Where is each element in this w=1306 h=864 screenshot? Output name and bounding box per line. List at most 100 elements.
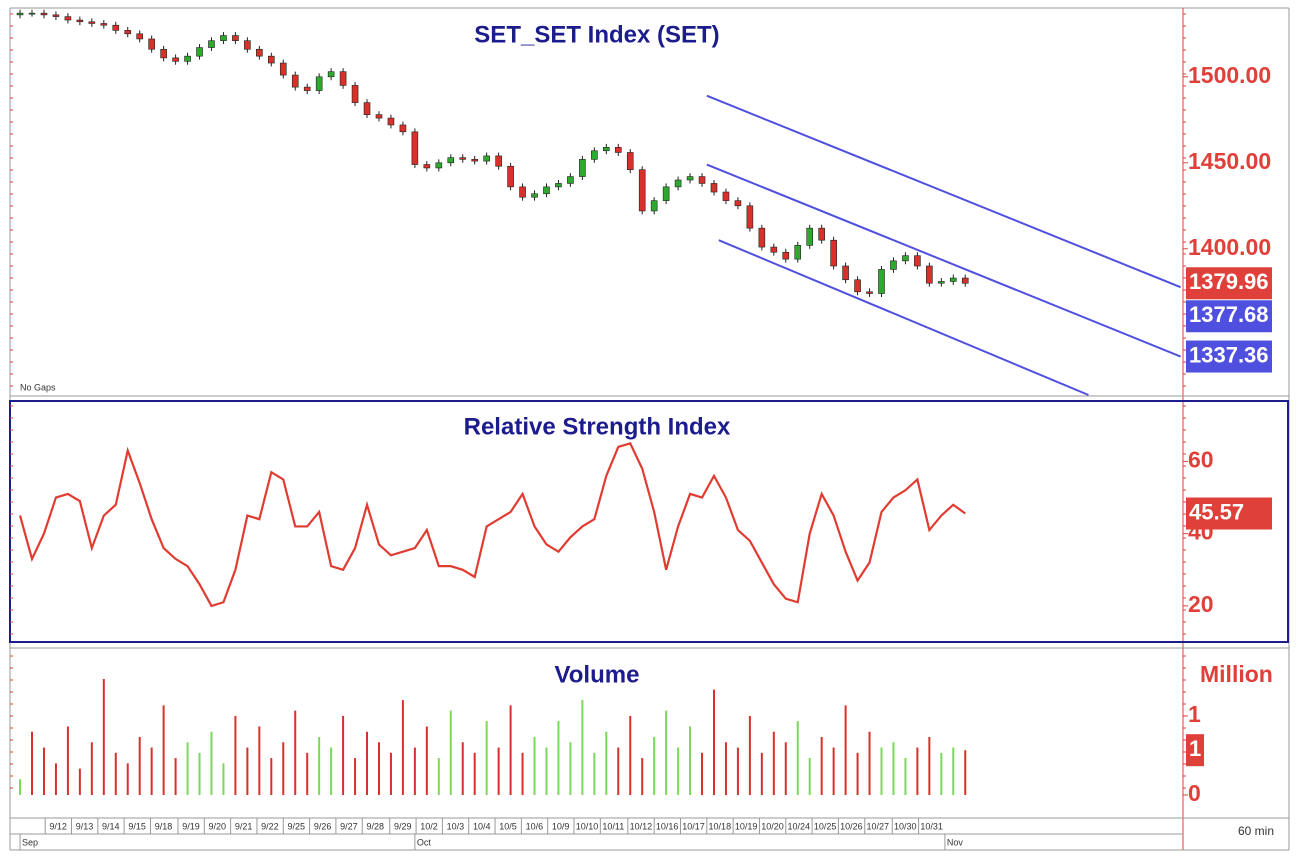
- candle-body: [16, 12, 24, 16]
- y-tick-label: 1: [1188, 701, 1201, 727]
- volume-bar: [844, 705, 847, 795]
- volume-bar: [425, 726, 428, 795]
- volume-bar: [521, 752, 524, 795]
- y-tick-label: 20: [1188, 591, 1214, 617]
- volume-bar: [832, 747, 835, 795]
- candle-body: [878, 269, 885, 294]
- volume-bar: [54, 763, 57, 795]
- candle-body: [423, 164, 431, 169]
- channel-line: [706, 94, 1181, 289]
- volume-bar: [868, 731, 871, 795]
- volume-bar: [246, 747, 249, 795]
- volume-bar: [485, 721, 488, 795]
- candle-body: [136, 33, 143, 40]
- candle-body: [40, 12, 48, 16]
- volume-bar: [78, 768, 81, 795]
- candle-body: [638, 169, 646, 212]
- candle-body: [938, 281, 945, 284]
- candle-body: [160, 48, 167, 59]
- volume-bar: [294, 710, 297, 795]
- volume-bar: [66, 726, 69, 795]
- x-tick-label: 9/28: [366, 821, 384, 831]
- last-price-box: [1186, 267, 1272, 300]
- volume-bar: [856, 752, 859, 795]
- candle-body: [591, 150, 598, 160]
- volume-bar: [138, 737, 141, 795]
- volume-bar: [916, 747, 919, 795]
- candle-body: [375, 114, 383, 119]
- y-tick-label: 60: [1188, 446, 1214, 472]
- volume-bar: [772, 731, 775, 795]
- candle-body: [172, 57, 179, 62]
- candle-body: [507, 165, 514, 188]
- volume-bar: [401, 700, 404, 795]
- volume-bar: [282, 742, 285, 795]
- candle-body: [866, 291, 873, 294]
- candle-body: [674, 179, 682, 188]
- volume-bar: [270, 758, 273, 795]
- candle-body: [28, 12, 36, 15]
- channel-value-box: [1186, 300, 1272, 333]
- chart-title: Relative Strength Index: [464, 413, 731, 440]
- current-volume: 1: [1189, 736, 1201, 761]
- month-label: Nov: [947, 837, 964, 847]
- candle-body: [710, 183, 718, 193]
- x-tick-label: 10/31: [920, 821, 943, 831]
- candle-body: [567, 176, 574, 184]
- volume-bar: [593, 752, 596, 795]
- candle-body: [291, 74, 299, 88]
- volume-bar: [162, 705, 165, 795]
- volume-bar: [724, 742, 727, 795]
- candle-body: [603, 147, 610, 152]
- candle-body: [64, 16, 72, 21]
- candle-body: [339, 71, 347, 86]
- volume-bar: [665, 710, 668, 795]
- candle-body: [363, 102, 371, 115]
- candle-body: [626, 152, 634, 170]
- x-tick-label: 9/26: [314, 821, 332, 831]
- candle-body: [806, 227, 814, 246]
- x-tick-label: 10/18: [709, 821, 732, 831]
- x-tick-label: 10/11: [602, 821, 624, 831]
- y-tick-label: 1400.00: [1188, 234, 1271, 260]
- candle-body: [303, 86, 311, 91]
- candle-body: [124, 30, 132, 35]
- x-tick-label: 9/27: [340, 821, 358, 831]
- x-tick-label: 10/9: [552, 821, 570, 831]
- candle-body: [315, 76, 323, 91]
- x-tick-label: 10/3: [447, 821, 465, 831]
- chart-title: SET_SET Index (SET): [474, 21, 719, 48]
- candle-body: [830, 239, 837, 267]
- volume-bar: [748, 715, 751, 795]
- candle-body: [387, 117, 395, 126]
- channel-line: [718, 239, 1089, 396]
- candle-body: [351, 85, 359, 103]
- candle-body: [890, 260, 897, 270]
- volume-bar: [581, 700, 584, 795]
- volume-bar: [449, 710, 452, 795]
- x-tick-label: 9/20: [209, 821, 227, 831]
- last-price: 1379.96: [1189, 269, 1269, 294]
- x-tick-label: 9/14: [102, 821, 120, 831]
- month-label: Sep: [22, 837, 38, 847]
- x-tick-label: 10/25: [814, 821, 837, 831]
- candle-body: [220, 35, 227, 41]
- volume-bar: [437, 758, 440, 795]
- volume-bar: [90, 742, 93, 795]
- candle-body: [555, 183, 562, 188]
- x-tick-label: 10/16: [656, 821, 679, 831]
- candle-body: [746, 205, 754, 229]
- volume-bar: [19, 779, 22, 795]
- x-tick-label: 10/30: [894, 821, 917, 831]
- channel-value: 1337.36: [1189, 342, 1269, 367]
- x-tick-label: 10/4: [473, 821, 491, 831]
- candle-body: [614, 147, 622, 153]
- candle-body: [435, 162, 443, 169]
- rsi-line: [18, 442, 966, 608]
- candle-body: [662, 186, 670, 201]
- volume-bar: [174, 758, 177, 795]
- volume-bar: [150, 747, 153, 795]
- volume-bar: [533, 737, 536, 795]
- last-rsi-box: [1186, 497, 1272, 530]
